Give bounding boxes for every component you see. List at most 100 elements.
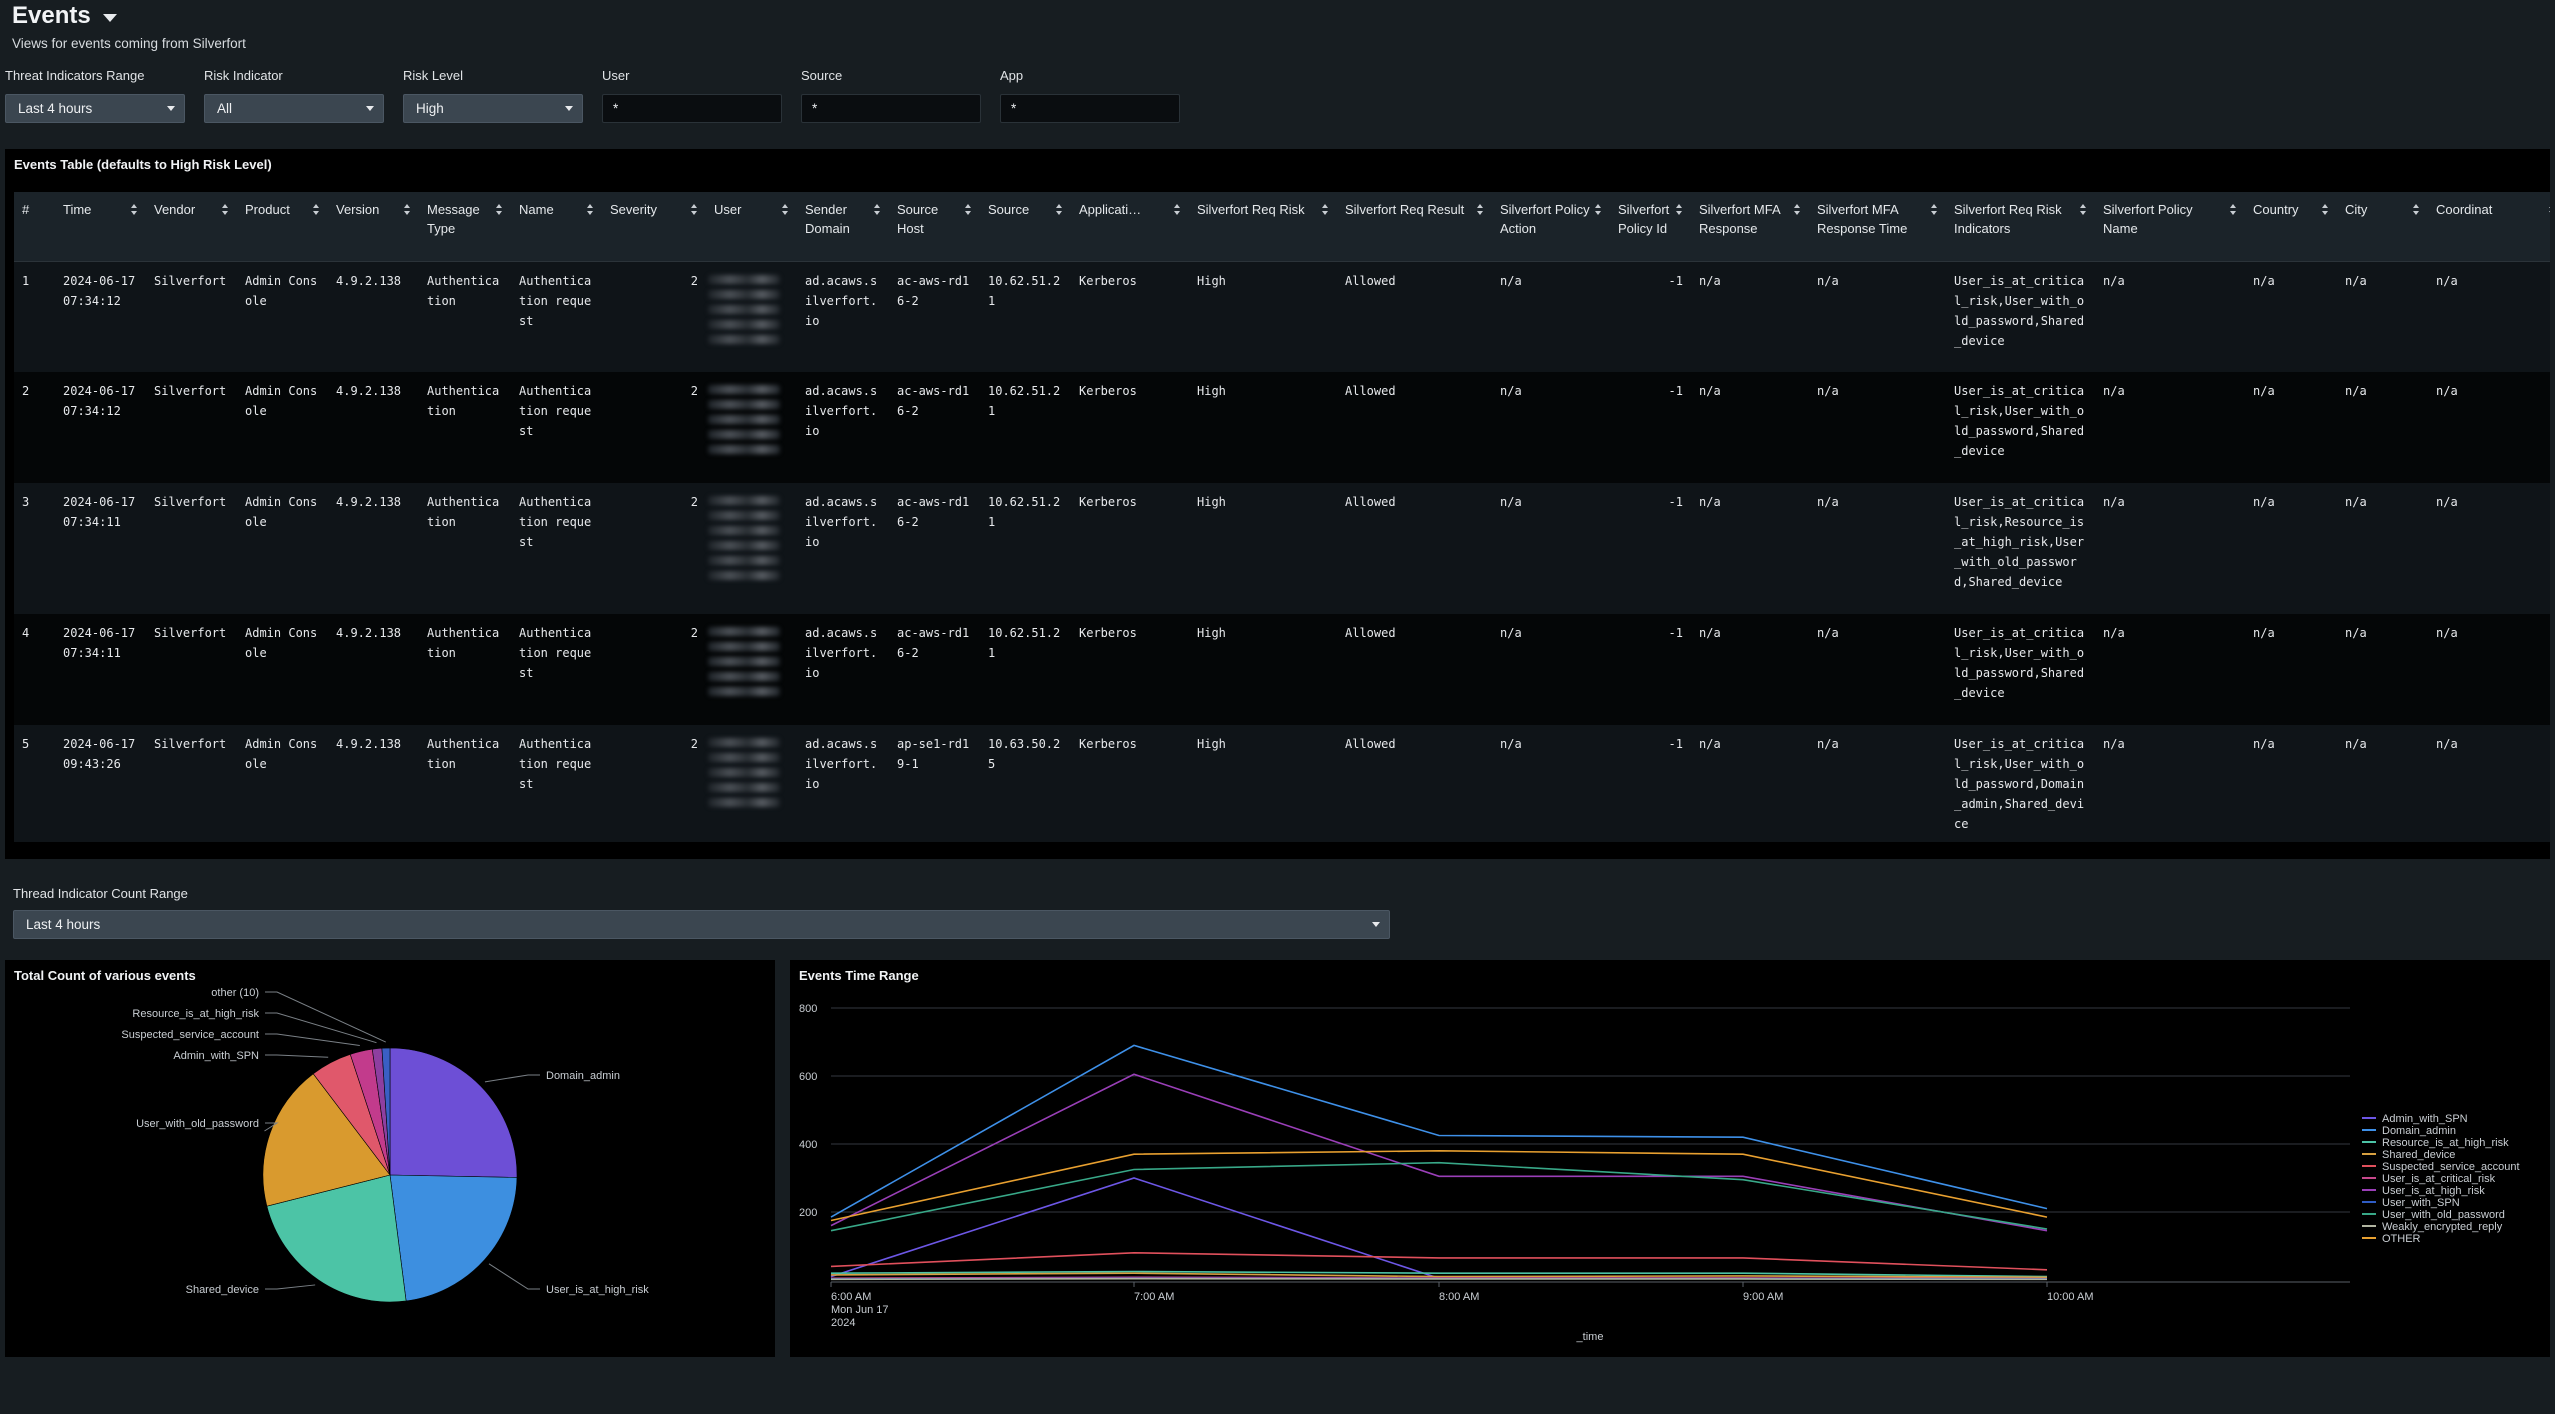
column-header[interactable]: Silverfort Req Result [1337,192,1492,262]
column-header[interactable]: Country [2245,192,2337,262]
legend-item[interactable]: Admin_with_SPN [2382,1113,2468,1125]
sort-icon[interactable] [404,204,411,216]
column-header[interactable]: Silverfort MFA Response Time [1809,192,1946,262]
series-line[interactable] [830,1044,2048,1218]
sort-icon[interactable] [2322,204,2329,216]
column-header[interactable]: Applicati… [1071,192,1189,262]
sort-icon[interactable] [1477,204,1484,216]
column-header[interactable]: Source Host [889,192,980,262]
sort-icon[interactable] [2080,204,2087,216]
series-line[interactable] [830,1277,2048,1281]
table-cell-country: n/a [2245,483,2337,614]
table-cell-coord: n/a [2428,483,2550,614]
column-header[interactable]: User [706,192,797,262]
sort-icon[interactable] [2549,204,2550,216]
legend-item[interactable]: Resource_is_at_high_risk [2382,1137,2509,1149]
x-tick-sublabel: Mon Jun 17 [831,1304,888,1316]
title-menu-caret-icon[interactable] [102,14,117,22]
pie-slice-label: other (10) [211,987,259,999]
sort-icon[interactable] [1056,204,1063,216]
column-header[interactable]: Name [511,192,602,262]
column-header[interactable]: Silverfort Policy Action [1492,192,1610,262]
app-input[interactable] [1000,94,1180,123]
column-header[interactable]: Silverfort Policy Name [2095,192,2245,262]
column-header[interactable]: Silverfort MFA Response [1691,192,1809,262]
sort-icon[interactable] [965,204,972,216]
sort-icon[interactable] [1931,204,1938,216]
series-line[interactable] [830,1161,2048,1232]
pie-slice[interactable] [389,1174,518,1302]
table-cell-source: 10.63.50.25 [980,725,1071,842]
column-header[interactable]: Message Type [419,192,511,262]
column-header[interactable]: Severity [602,192,706,262]
series-line[interactable] [830,1073,2048,1232]
sort-icon[interactable] [1794,204,1801,216]
x-tick-label: 6:00 AM [831,1291,871,1303]
column-header[interactable]: Sender Domain [797,192,889,262]
sort-icon[interactable] [2230,204,2237,216]
legend-item[interactable]: Domain_admin [2382,1125,2456,1137]
column-header[interactable]: Product [237,192,328,262]
column-header-label: Silverfort Policy Action [1500,202,1590,236]
threat-range-dropdown[interactable]: Last 4 hours [5,94,185,123]
sort-icon[interactable] [496,204,503,216]
legend-item[interactable]: User_with_SPN [2382,1197,2460,1209]
column-header[interactable]: Silverfort Policy Id [1610,192,1691,262]
series-line[interactable] [830,1149,2048,1222]
column-header[interactable]: Time [55,192,146,262]
legend-item[interactable]: User_is_at_high_risk [2382,1185,2485,1197]
legend-item[interactable]: Shared_device [2382,1149,2455,1161]
table-cell-mfa: n/a [1691,614,1809,725]
column-header[interactable]: Silverfort Req Risk Indicators [1946,192,2095,262]
sort-icon[interactable] [1322,204,1329,216]
sort-icon[interactable] [782,204,789,216]
sort-icon[interactable] [313,204,320,216]
table-cell-product: Admin Console [237,261,328,372]
pie-slice[interactable] [262,1073,391,1207]
sort-icon[interactable] [587,204,594,216]
legend-item[interactable]: User_with_old_password [2382,1209,2505,1221]
table-cell-policy-id: -1 [1610,725,1691,842]
sort-icon[interactable] [874,204,881,216]
column-header[interactable]: Coordinat [2428,192,2550,262]
series-line[interactable] [830,1272,2048,1279]
table-row[interactable]: 1 2024-06-17 07:34:12 Silverfort Admin Cons… [14,261,2550,372]
sort-icon[interactable] [1174,204,1181,216]
risk-indicator-dropdown[interactable]: All [204,94,384,123]
table-row[interactable]: 5 2024-06-17 09:43:26 Silverfort Admin Cons… [14,725,2550,842]
column-header[interactable]: Silverfort Req Risk [1189,192,1337,262]
pie-slice[interactable] [389,1047,518,1178]
page-header: Events Views for events coming from Silv… [12,2,246,51]
sort-icon[interactable] [691,204,698,216]
table-row[interactable]: 2 2024-06-17 07:34:12 Silverfort Admin Cons… [14,372,2550,483]
table-cell-host: ac-aws-rd16-2 [889,614,980,725]
sort-icon[interactable] [131,204,138,216]
column-header[interactable]: City [2337,192,2428,262]
user-input[interactable] [602,94,782,123]
sort-icon[interactable] [1676,204,1683,216]
sort-icon[interactable] [2413,204,2420,216]
legend-item[interactable]: Weakly_encrypted_reply [2382,1221,2503,1233]
sort-icon[interactable] [1595,204,1602,216]
pie-slice[interactable] [266,1174,407,1303]
table-cell-version: 4.9.2.138 [328,483,419,614]
count-range-dropdown[interactable]: Last 4 hours [13,910,1390,939]
column-header[interactable]: Source [980,192,1071,262]
table-cell-n: 3 [14,483,55,614]
column-header[interactable]: # [14,192,55,262]
legend-item[interactable]: Suspected_service_account [2382,1161,2520,1173]
legend-item[interactable]: OTHER [2382,1233,2421,1245]
series-line[interactable] [830,1251,2048,1271]
table-cell-msg-type: Authentication [419,372,511,483]
sort-icon[interactable] [222,204,229,216]
series-line[interactable] [830,1270,2048,1278]
table-row[interactable]: 4 2024-06-17 07:34:11 Silverfort Admin Cons… [14,614,2550,725]
column-header[interactable]: Vendor [146,192,237,262]
table-row[interactable]: 3 2024-06-17 07:34:11 Silverfort Admin Cons… [14,483,2550,614]
column-header-label: Source Host [897,202,939,236]
pie-slice[interactable] [381,1047,391,1176]
source-input[interactable] [801,94,981,123]
column-header[interactable]: Version [328,192,419,262]
risk-level-dropdown[interactable]: High [403,94,583,123]
legend-item[interactable]: User_is_at_critical_risk [2382,1173,2496,1185]
